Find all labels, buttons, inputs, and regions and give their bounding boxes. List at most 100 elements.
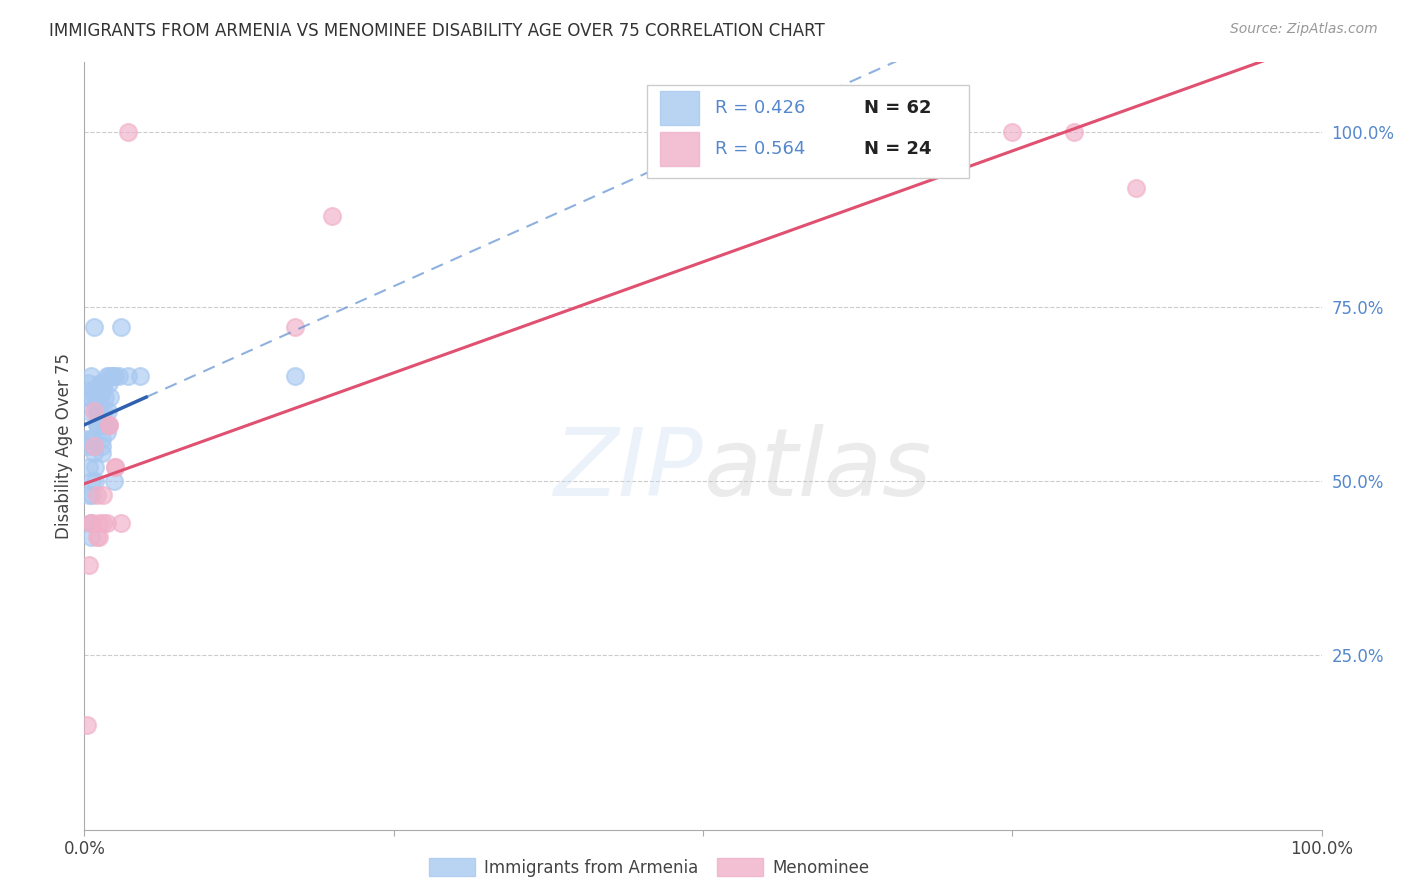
Point	[284, 320, 307, 334]
Point	[87, 390, 110, 404]
Point	[110, 516, 132, 530]
Point	[97, 418, 120, 433]
Point	[77, 439, 100, 453]
Text: R = 0.426: R = 0.426	[716, 99, 806, 117]
Point	[96, 425, 118, 439]
Point	[80, 488, 103, 502]
Point	[83, 320, 105, 334]
Point	[76, 390, 98, 404]
Point	[83, 439, 105, 453]
Point	[87, 418, 110, 433]
Point	[321, 209, 343, 223]
Point	[79, 488, 101, 502]
Text: ZIP: ZIP	[554, 424, 703, 515]
Point	[94, 418, 117, 433]
Point	[83, 446, 105, 460]
Point	[82, 439, 104, 453]
Point	[89, 390, 111, 404]
Point	[1125, 181, 1147, 195]
Point	[83, 404, 105, 418]
Point	[284, 369, 307, 384]
Point	[96, 516, 118, 530]
Point	[83, 439, 105, 453]
Point	[98, 390, 121, 404]
Point	[129, 369, 152, 384]
Point	[77, 404, 100, 418]
Point	[98, 369, 121, 384]
Point	[98, 376, 121, 391]
Point	[79, 432, 101, 446]
Text: IMMIGRANTS FROM ARMENIA VS MENOMINEE DISABILITY AGE OVER 75 CORRELATION CHART: IMMIGRANTS FROM ARMENIA VS MENOMINEE DIS…	[49, 22, 825, 40]
Point	[82, 432, 104, 446]
Point	[91, 488, 114, 502]
Y-axis label: Disability Age Over 75: Disability Age Over 75	[55, 353, 73, 539]
Point	[86, 404, 108, 418]
Point	[79, 516, 101, 530]
Point	[110, 320, 132, 334]
Point	[89, 404, 111, 418]
Point	[97, 404, 120, 418]
Bar	[647, 86, 969, 178]
Point	[76, 432, 98, 446]
Bar	[659, 132, 699, 167]
Point	[104, 369, 127, 384]
Point	[98, 418, 121, 433]
Point	[86, 404, 108, 418]
Text: atlas: atlas	[703, 424, 931, 515]
Point	[89, 390, 111, 404]
Point	[86, 488, 108, 502]
Point	[89, 516, 111, 530]
Point	[93, 404, 115, 418]
Point	[84, 390, 107, 404]
Point	[76, 718, 98, 732]
Text: Menominee: Menominee	[772, 859, 869, 877]
Point	[87, 418, 110, 433]
Point	[90, 439, 112, 453]
Point	[86, 418, 108, 433]
Text: R = 0.564: R = 0.564	[716, 140, 806, 158]
Point	[1063, 125, 1085, 139]
Point	[89, 376, 111, 391]
Point	[84, 474, 107, 488]
Bar	[659, 90, 699, 125]
Text: N = 62: N = 62	[863, 99, 931, 117]
Point	[79, 558, 101, 572]
Point	[80, 383, 103, 397]
Text: N = 24: N = 24	[863, 140, 931, 158]
Point	[89, 530, 111, 544]
Point	[98, 418, 121, 433]
Point	[90, 432, 112, 446]
Point	[89, 383, 111, 397]
Point	[80, 474, 103, 488]
Point	[94, 390, 117, 404]
Point	[89, 404, 111, 418]
Point	[100, 369, 122, 384]
Point	[79, 369, 101, 384]
Point	[91, 516, 114, 530]
Point	[79, 530, 101, 544]
Point	[84, 459, 107, 474]
Point	[79, 516, 101, 530]
Point	[101, 369, 124, 384]
Point	[93, 376, 115, 391]
Point	[108, 369, 131, 384]
Point	[91, 383, 114, 397]
Point	[104, 459, 127, 474]
Point	[117, 125, 139, 139]
Point	[90, 446, 112, 460]
Point	[104, 459, 127, 474]
Point	[117, 369, 139, 384]
Point	[79, 390, 101, 404]
Point	[103, 474, 125, 488]
Point	[93, 418, 115, 433]
Point	[86, 530, 108, 544]
Point	[79, 516, 101, 530]
Point	[77, 376, 100, 391]
Point	[96, 369, 118, 384]
Point	[91, 376, 114, 391]
Point	[82, 383, 104, 397]
Point	[1001, 125, 1024, 139]
Point	[79, 459, 101, 474]
Text: Source: ZipAtlas.com: Source: ZipAtlas.com	[1230, 22, 1378, 37]
Text: Immigrants from Armenia: Immigrants from Armenia	[484, 859, 697, 877]
